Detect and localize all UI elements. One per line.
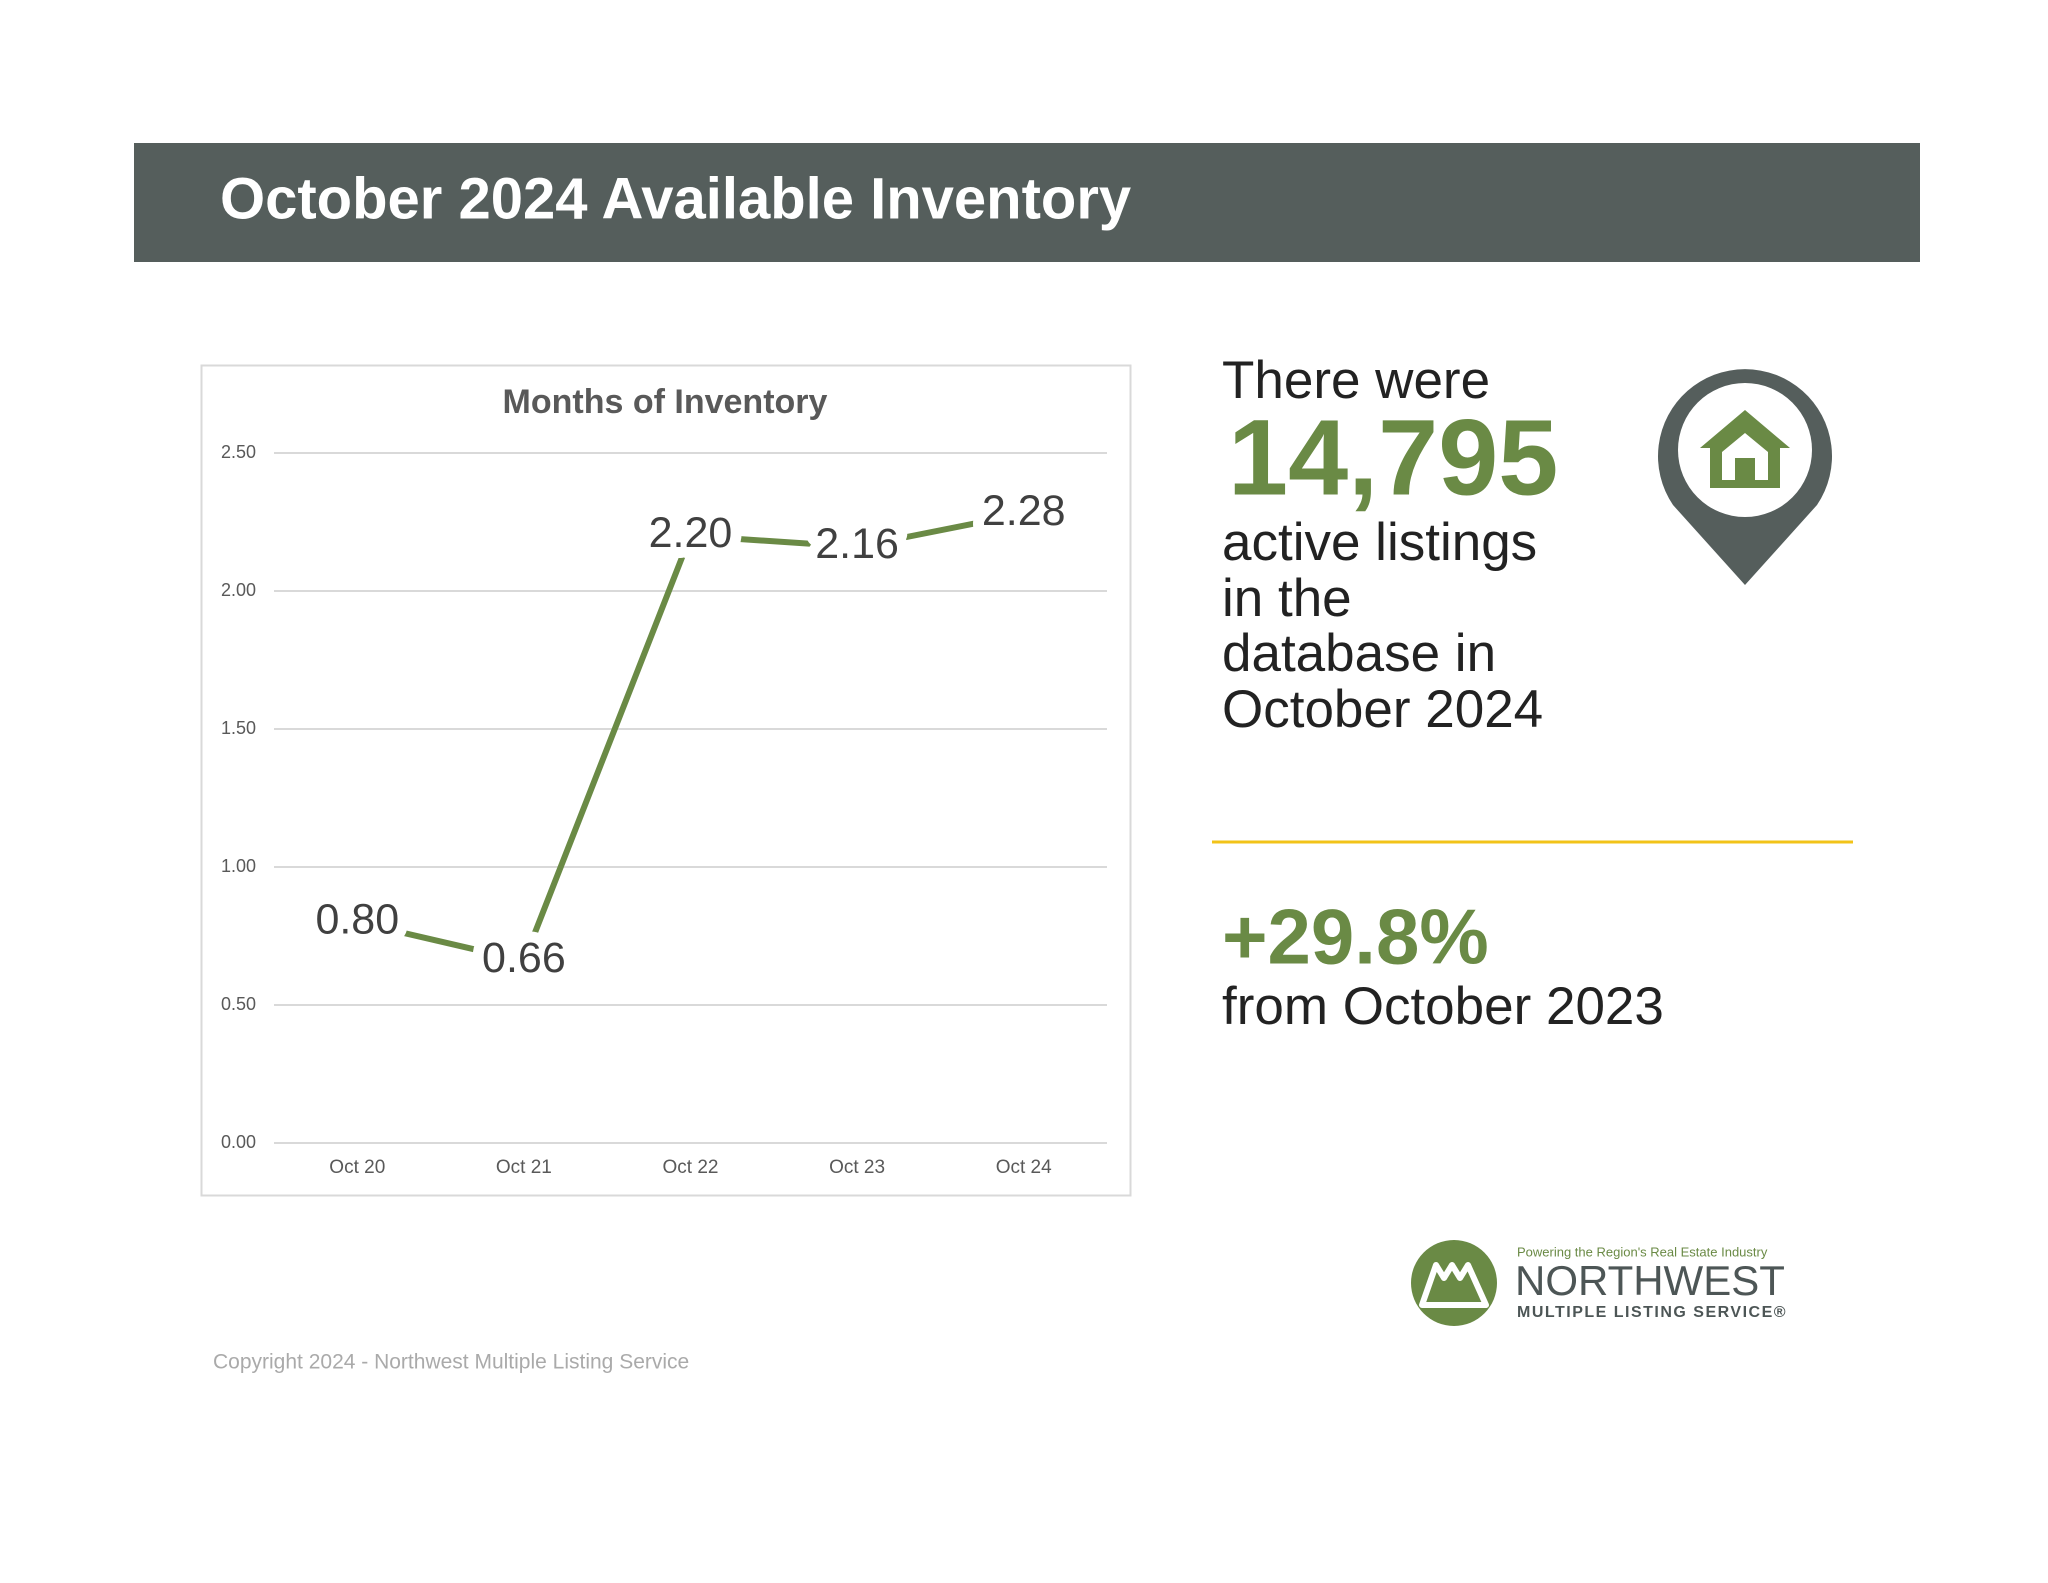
- x-tick-label: Oct 21: [496, 1157, 552, 1178]
- data-label: 2.16: [815, 520, 899, 568]
- y-tick-label: 2.50: [221, 442, 256, 462]
- data-label: 2.28: [982, 487, 1066, 535]
- chart-title: Months of Inventory: [503, 383, 828, 421]
- logo-name: NORTHWEST: [1515, 1257, 1785, 1304]
- header-band: [134, 143, 1920, 262]
- chart: 0.00 0.50 1.00 1.50 2.00 2.50 Oct 20 Oct 21 Oct …: [221, 442, 1107, 1178]
- line: [356, 510, 1025, 965]
- page-title: October 2024 Available Inventory: [220, 166, 1131, 231]
- data-label: 2.20: [649, 509, 733, 557]
- copyright: Copyright 2024 - Northwest Multiple List…: [213, 1351, 689, 1374]
- stat-line: database in: [1222, 624, 1496, 683]
- x-tick-label: Oct 22: [663, 1157, 719, 1178]
- data-label: 0.80: [315, 896, 399, 944]
- y-tick-label: 1.00: [221, 856, 256, 876]
- y-tick-label: 0.50: [221, 994, 256, 1014]
- chart-frame: [200, 364, 1132, 1197]
- y-tick-label: 1.50: [221, 718, 256, 738]
- x-tick-label: Oct 20: [329, 1157, 385, 1178]
- logo-subname: MULTIPLE LISTING SERVICE®: [1517, 1304, 1787, 1321]
- stat-change-note: from October 2023: [1222, 977, 1664, 1036]
- y-tick-label: 0.00: [221, 1132, 256, 1152]
- stat-intro: There were: [1222, 351, 1490, 410]
- stat-change: +29.8%: [1222, 893, 1489, 981]
- x-tick-label: Oct 24: [996, 1157, 1052, 1178]
- logo: [1411, 1240, 1497, 1326]
- x-tick-label: Oct 23: [829, 1157, 885, 1178]
- data-label: 0.66: [482, 934, 566, 982]
- stat-line: in the: [1222, 569, 1352, 628]
- stat-line: active listings: [1222, 513, 1537, 572]
- stat-line: October 2024: [1222, 680, 1543, 739]
- stat-count: 14,795: [1228, 397, 1558, 518]
- logo-tagline: Powering the Region's Real Estate Indust…: [1517, 1244, 1768, 1259]
- y-tick-label: 2.00: [221, 580, 256, 600]
- location-pin-icon: [1658, 369, 1833, 585]
